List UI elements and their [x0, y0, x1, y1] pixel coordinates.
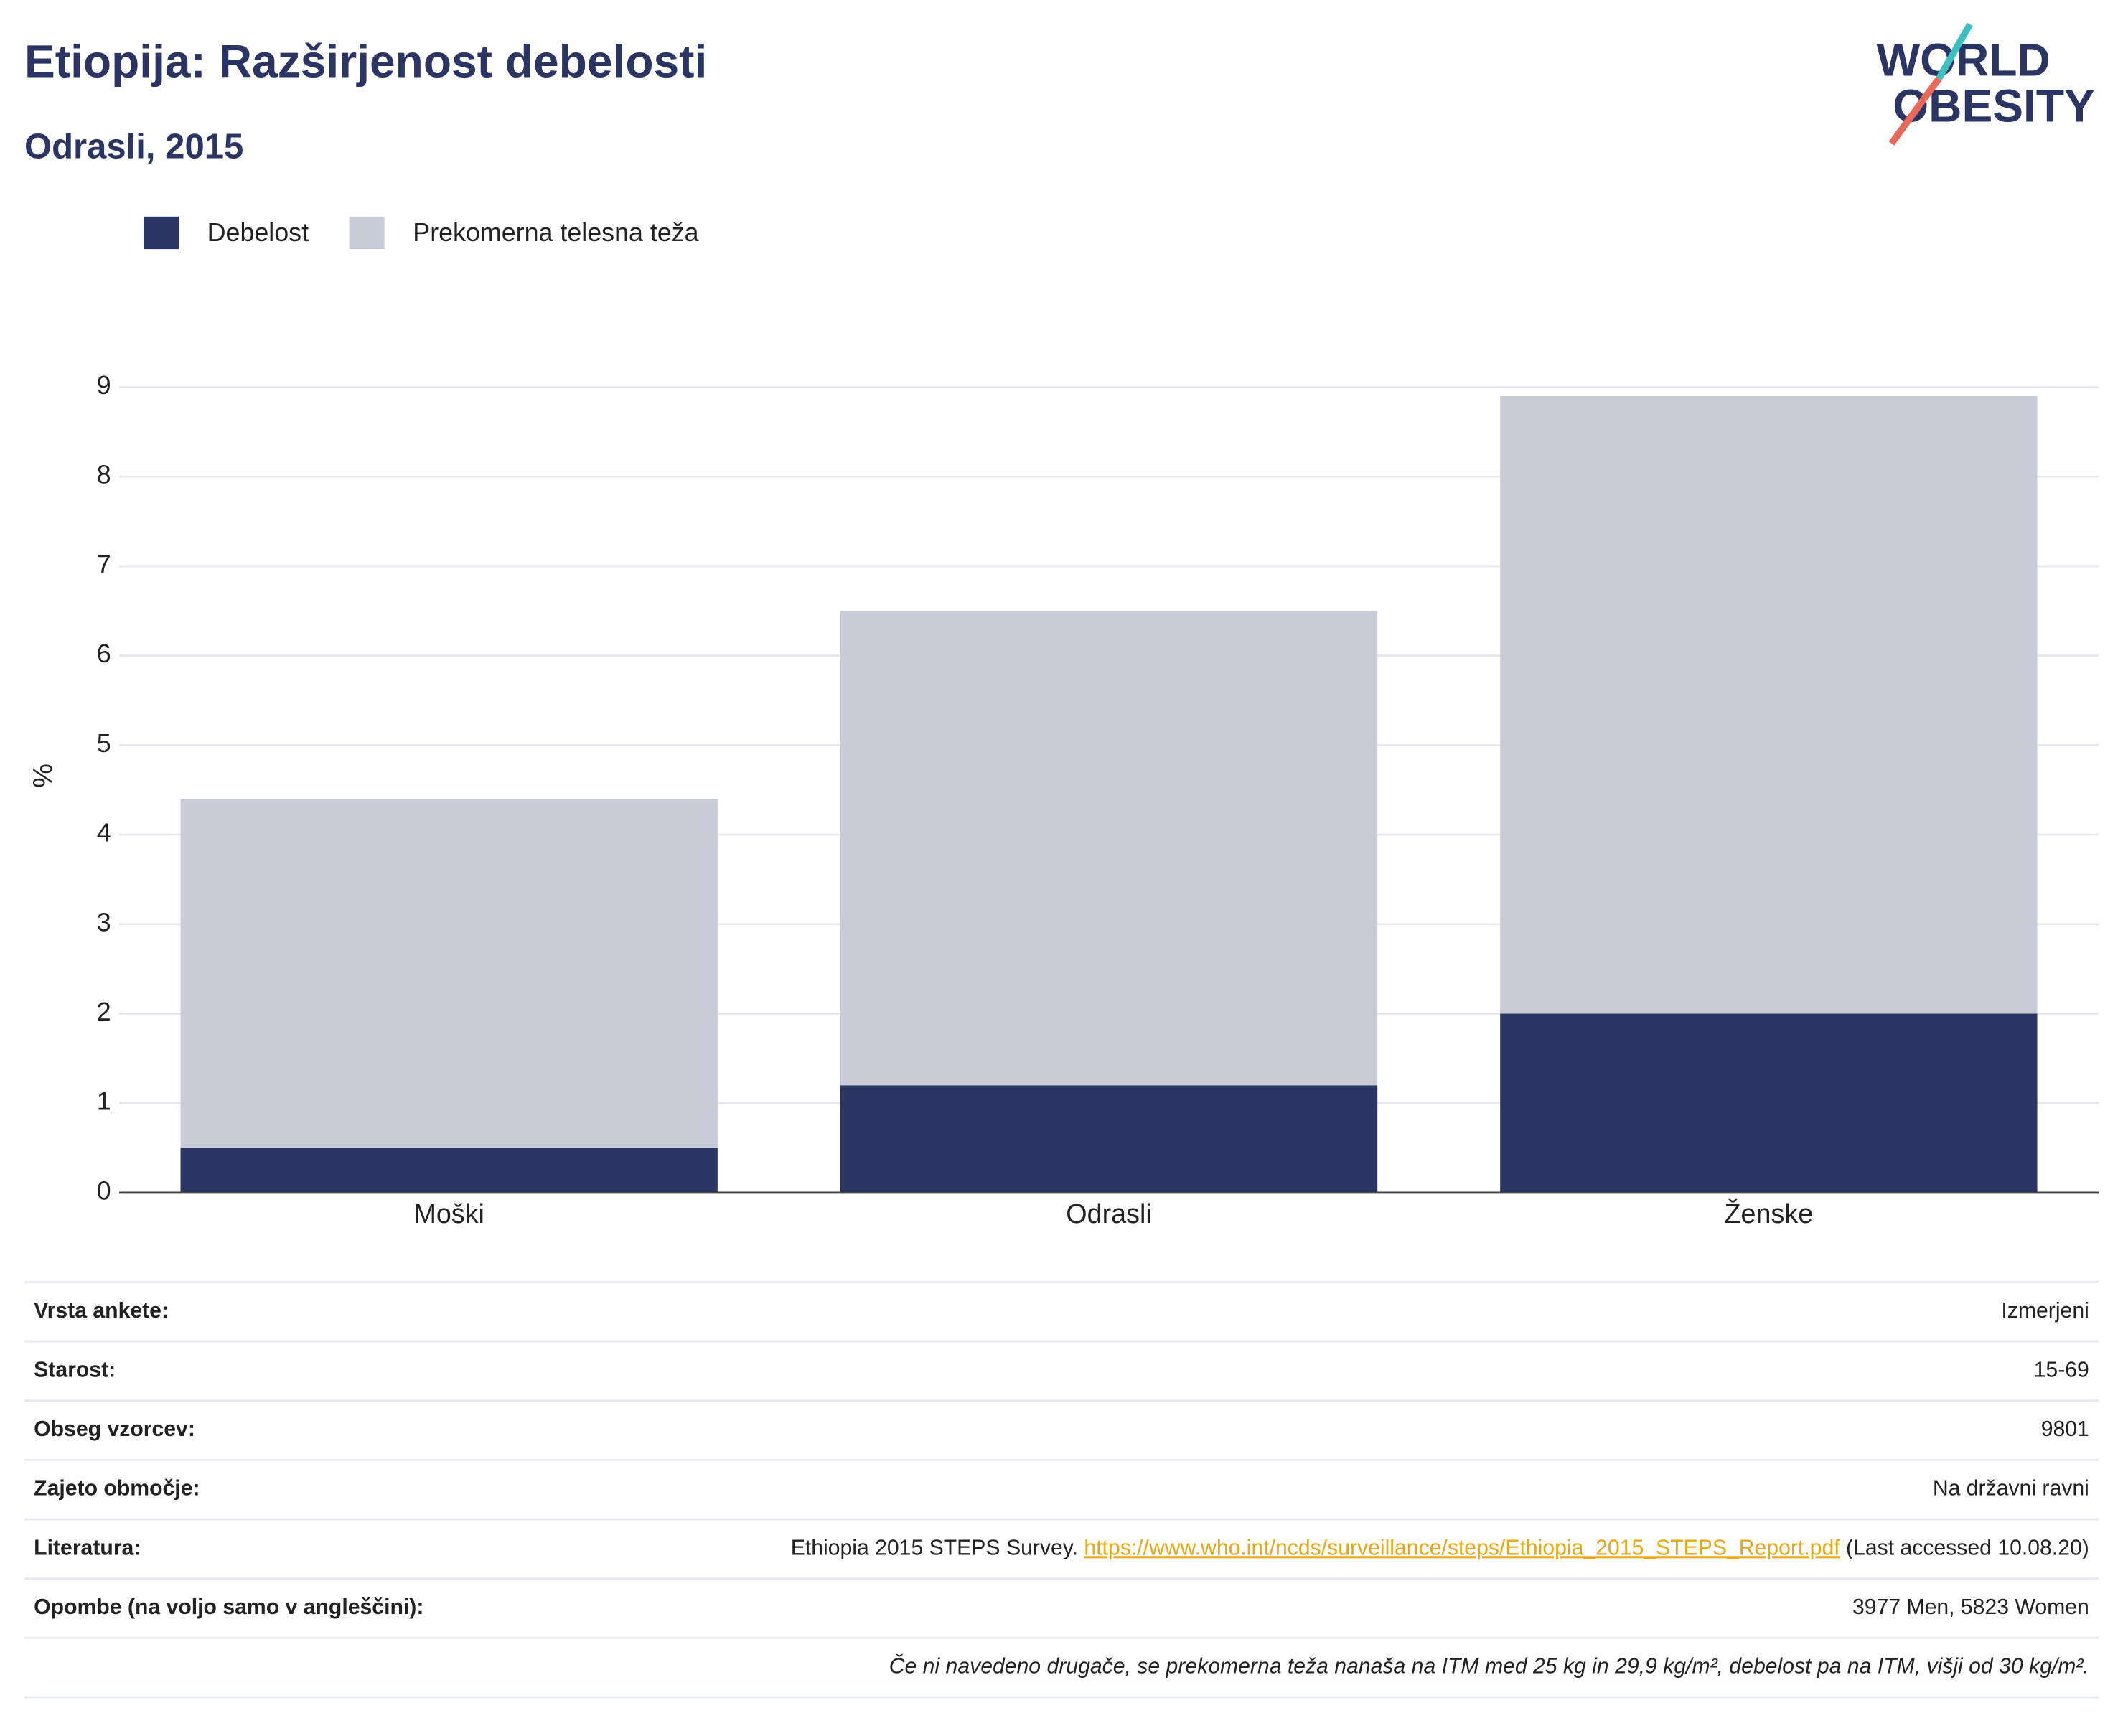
y-tick-label: 9: [97, 371, 111, 400]
logo-slash: [1936, 22, 1973, 80]
y-tick-label: 0: [97, 1176, 111, 1205]
y-tick-label: 8: [97, 461, 111, 489]
y-tick-label: 4: [97, 819, 111, 848]
legend-label: Debelost: [207, 218, 309, 247]
reference-text: Ethiopia 2015 STEPS Survey.: [791, 1536, 1084, 1559]
bar-segment: [1500, 1013, 2038, 1193]
x-tick-label: Moški: [413, 1198, 484, 1229]
table-value: 15-69: [2034, 1358, 2089, 1381]
legend-swatch: [349, 216, 385, 250]
table-value: 9801: [2041, 1417, 2089, 1441]
bar-segment: [1500, 395, 2038, 1014]
table-label: Literatura:: [34, 1536, 141, 1559]
table-label: Obseg vzorcev:: [34, 1417, 195, 1441]
y-tick-label: 2: [97, 998, 111, 1026]
table-label: Starost:: [34, 1358, 116, 1381]
table-label: Zajeto območje:: [34, 1477, 200, 1501]
bar-segment: [180, 799, 718, 1148]
table-value: Ethiopia 2015 STEPS Survey. https://www.…: [791, 1536, 2089, 1559]
x-tick-label: Odrasli: [1066, 1198, 1151, 1229]
bar-segment: [180, 1148, 718, 1193]
bar-segment: [840, 1085, 1378, 1193]
chart-subtitle: Odrasli, 2015: [24, 127, 243, 166]
chart-title: Etiopija: Razširjenost debelosti: [24, 35, 707, 87]
logo-word: OBESITY: [1893, 80, 2095, 132]
table-value: Na državni ravni: [1933, 1477, 2089, 1501]
y-tick-label: 6: [97, 639, 111, 668]
table-value: Izmerjeni: [2001, 1299, 2089, 1323]
logo-slash: [1888, 76, 1942, 146]
y-tick-label: 7: [97, 550, 111, 578]
y-tick-label: 3: [97, 908, 111, 937]
table-label: Opombe (na voljo samo v angleščini):: [34, 1595, 423, 1619]
reference-text: (Last accessed 10.08.20): [1840, 1536, 2089, 1559]
y-axis-label: %: [27, 764, 57, 788]
legend-swatch: [143, 216, 179, 250]
footnote: Če ni navedeno drugače, se prekomerna te…: [889, 1654, 2089, 1679]
y-tick-label: 5: [97, 729, 111, 758]
table-value: 3977 Men, 5823 Women: [1852, 1595, 2089, 1619]
logo-word: WORLD: [1877, 34, 2051, 86]
legend-label: Prekomerna telesna teža: [413, 218, 698, 247]
bar-segment: [840, 611, 1378, 1086]
table-label: Vrsta ankete:: [34, 1299, 169, 1323]
reference-link: https://www.who.int/ncds/surveillance/st…: [1084, 1536, 1840, 1559]
x-tick-label: Ženske: [1725, 1198, 1814, 1229]
y-tick-label: 1: [97, 1087, 111, 1116]
